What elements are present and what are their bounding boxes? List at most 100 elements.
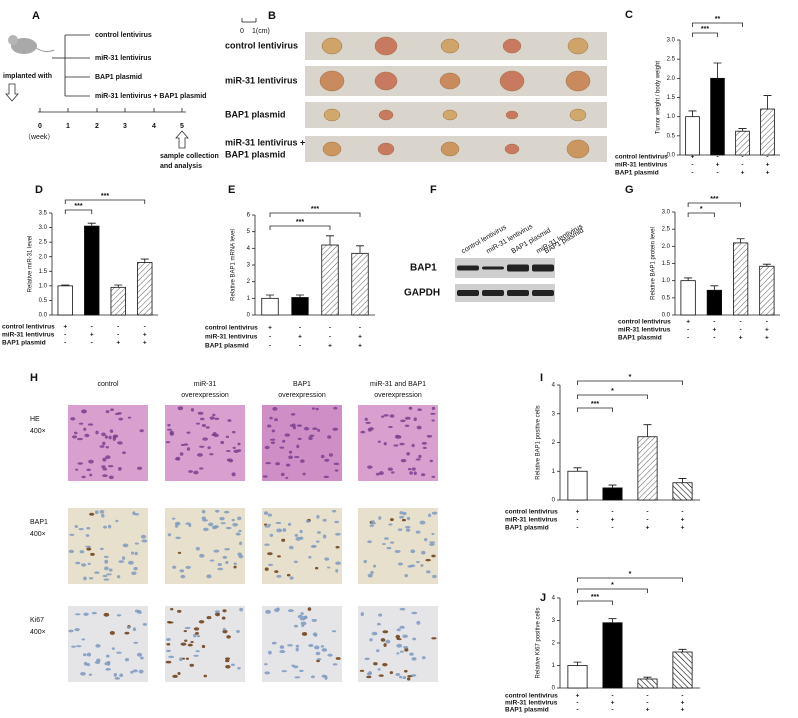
nucleus (311, 407, 315, 410)
bar (567, 665, 588, 689)
nucleus (184, 639, 188, 642)
y-tick-label: 0.0 (39, 313, 48, 319)
error-bar (643, 424, 652, 437)
nucleus (132, 669, 138, 673)
nucleus (174, 525, 179, 528)
bar (710, 77, 725, 156)
nucleus (404, 416, 411, 420)
nucleus (410, 674, 417, 677)
panel-letter: B (268, 10, 276, 22)
nucleus (275, 521, 282, 525)
group-label: miR-31 lentivirus (225, 75, 298, 85)
nucleus (264, 525, 271, 528)
y-axis-label: Relative BAP1 positive cells (536, 405, 542, 479)
nucleus (364, 657, 370, 661)
condition-sign: - (716, 154, 718, 161)
nucleus (378, 674, 384, 677)
nucleus (183, 630, 187, 633)
nucleus (219, 516, 225, 521)
nucleus (294, 455, 300, 459)
y-axis-label: Tumor weight / body weight (656, 61, 662, 134)
nucleus (225, 449, 231, 453)
condition-sign: - (687, 335, 689, 342)
nucleus (185, 565, 191, 569)
nucleus (388, 523, 393, 526)
nucleus (408, 406, 413, 410)
nucleus (276, 607, 280, 611)
nucleus (208, 522, 214, 527)
nucleus (138, 669, 144, 674)
condition-sign: + (681, 700, 685, 707)
nucleus (228, 458, 234, 463)
nucleus (227, 419, 232, 422)
nucleus (74, 627, 80, 632)
error-bar (710, 285, 719, 291)
group-label: BAP1 plasmid (225, 109, 286, 119)
nucleus (382, 630, 389, 634)
nucleus (213, 525, 220, 529)
nucleus (368, 427, 374, 431)
nucleus (294, 533, 298, 537)
nucleus (382, 543, 386, 546)
blot (455, 258, 555, 278)
nucleus (172, 565, 177, 569)
nucleus (222, 629, 228, 634)
nucleus (267, 552, 273, 556)
nucleus (431, 406, 436, 410)
bar (685, 116, 700, 156)
nucleus (316, 514, 320, 519)
tumor (440, 38, 460, 54)
y-tick-label: 2 (552, 641, 556, 647)
nucleus (95, 430, 99, 435)
nucleus (264, 671, 271, 675)
y-axis-label: Relative Ki67 positive cells (536, 607, 542, 678)
implant-label: implanted with (3, 73, 52, 80)
nucleus (331, 630, 337, 633)
nucleus (87, 562, 91, 565)
tumor (569, 108, 587, 122)
micrograph-bg (262, 508, 342, 584)
y-tick-label: 3.5 (39, 211, 48, 217)
nucleus (391, 471, 395, 474)
error-bar (114, 284, 123, 288)
significance-label: *** (101, 193, 109, 200)
nucleus (322, 534, 327, 539)
nucleus (203, 674, 208, 678)
nucleus (409, 652, 414, 656)
significance-label: *** (74, 203, 82, 210)
nucleus (299, 618, 306, 621)
nucleus (179, 657, 183, 662)
condition-sign: - (64, 332, 66, 339)
nucleus (78, 422, 84, 425)
bar (137, 262, 153, 316)
row-label: 400× (30, 428, 46, 435)
nucleus (302, 472, 306, 476)
nucleus (237, 667, 241, 670)
nucleus (121, 556, 126, 561)
row-label: 400× (30, 531, 46, 538)
condition-sign: - (117, 332, 119, 339)
panel-letter: F (430, 184, 437, 196)
nucleus (107, 465, 114, 468)
nucleus (376, 649, 380, 653)
nucleus (103, 555, 109, 559)
nucleus (264, 567, 269, 571)
nucleus (431, 637, 437, 640)
nucleus (399, 511, 403, 515)
condition-sign: - (64, 340, 66, 347)
nucleus (69, 533, 75, 536)
nucleus (399, 442, 405, 446)
nucleus (370, 570, 374, 575)
condition-sign: - (716, 170, 718, 177)
nucleus (383, 643, 387, 647)
nucleus (222, 609, 227, 613)
nucleus (396, 638, 402, 641)
nucleus (430, 412, 436, 415)
week-label: 4 (152, 123, 156, 130)
nucleus (201, 424, 206, 428)
nucleus (382, 662, 388, 667)
nucleus (365, 421, 371, 424)
tumor (440, 141, 460, 157)
nucleus (193, 627, 200, 631)
nucleus (308, 436, 313, 441)
